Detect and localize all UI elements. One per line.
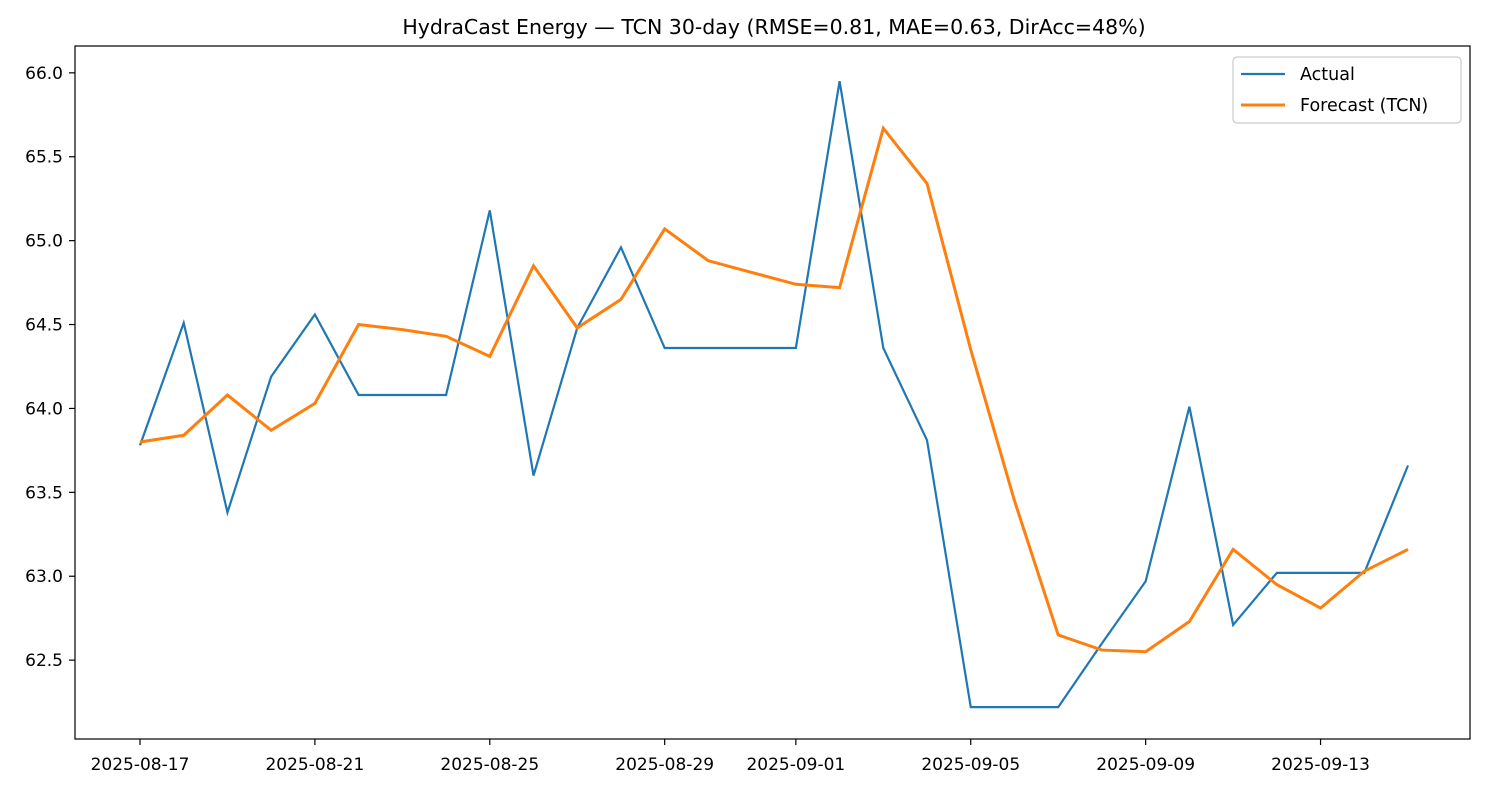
legend-label-actual: Actual bbox=[1300, 65, 1355, 85]
y-tick-label: 65.5 bbox=[25, 148, 63, 168]
x-tick-label: 2025-08-29 bbox=[615, 755, 714, 775]
y-tick-label: 64.0 bbox=[25, 399, 63, 419]
y-tick-label: 63.0 bbox=[25, 567, 63, 587]
series-line-forecast bbox=[139, 124, 1409, 654]
y-tick-label: 62.5 bbox=[25, 651, 63, 671]
x-tick-label: 2025-08-17 bbox=[91, 755, 190, 775]
legend-box bbox=[1232, 56, 1462, 124]
x-tick-label: 2025-09-13 bbox=[1271, 755, 1370, 775]
x-tick-label: 2025-09-01 bbox=[746, 755, 845, 775]
y-tick-label: 64.5 bbox=[25, 316, 63, 336]
x-tick-label: 2025-09-09 bbox=[1096, 755, 1195, 775]
chart-title: HydraCast Energy — TCN 30-day (RMSE=0.81… bbox=[402, 15, 1145, 39]
x-tick-label: 2025-09-05 bbox=[921, 755, 1020, 775]
x-tick-label: 2025-08-21 bbox=[265, 755, 364, 775]
y-tick-label: 63.5 bbox=[25, 483, 63, 503]
x-tick-label: 2025-08-25 bbox=[440, 755, 539, 775]
legend: Actual Forecast (TCN) bbox=[1232, 56, 1462, 124]
y-tick-label: 66.0 bbox=[25, 64, 63, 84]
legend-label-forecast: Forecast (TCN) bbox=[1300, 96, 1428, 116]
series-line-actual bbox=[138, 81, 1410, 709]
y-tick-label: 65.0 bbox=[25, 232, 63, 252]
plot-frame bbox=[74, 45, 1471, 740]
